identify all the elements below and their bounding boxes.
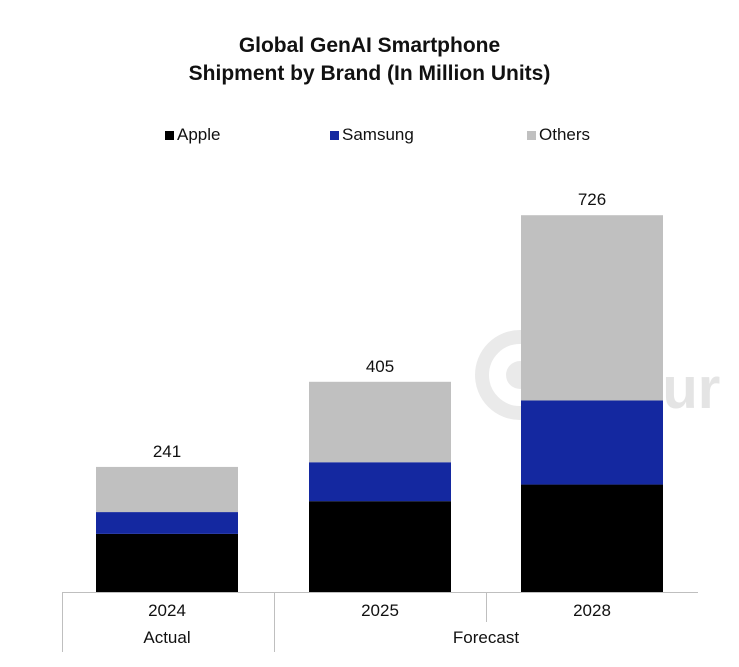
chart-title-line-2: Shipment by Brand (In Million Units) — [188, 62, 551, 85]
group-label-actual: Actual — [143, 628, 190, 647]
bar-others-2025 — [309, 381, 451, 463]
legend-item-samsung: Samsung — [330, 125, 414, 145]
bar-apple-2025 — [309, 501, 451, 592]
total-label-2028: 726 — [578, 190, 606, 209]
group-label-forecast: Forecast — [453, 628, 519, 647]
legend-swatch-apple — [165, 130, 174, 140]
legend-label-others: Others — [539, 125, 591, 144]
bar-others-2024 — [96, 466, 238, 513]
x-tick-label-2025: 2025 — [361, 601, 399, 620]
bar-samsung-2028 — [521, 400, 663, 485]
x-tick-label-2024: 2024 — [148, 601, 186, 620]
legend-swatch-samsung — [330, 130, 339, 140]
bar-apple-2024 — [96, 533, 238, 592]
bar-samsung-2024 — [96, 512, 238, 534]
total-label-2024: 241 — [153, 442, 181, 461]
bar-samsung-2025 — [309, 462, 451, 502]
total-label-2025: 405 — [366, 357, 394, 376]
legend-label-apple: Apple — [177, 125, 221, 144]
legend-item-others: Others — [527, 125, 590, 145]
legend-item-apple: Apple — [165, 125, 220, 145]
chart-title: Global GenAI Smartphone Shipment by Bran… — [0, 32, 739, 88]
legend-swatch-others — [527, 130, 536, 140]
chart-title-line-1: Global GenAI Smartphone — [238, 34, 501, 57]
bar-apple-2028 — [521, 484, 663, 592]
bar-others-2028 — [521, 215, 663, 401]
x-tick-label-2028: 2028 — [573, 601, 611, 620]
legend-label-samsung: Samsung — [342, 125, 414, 144]
